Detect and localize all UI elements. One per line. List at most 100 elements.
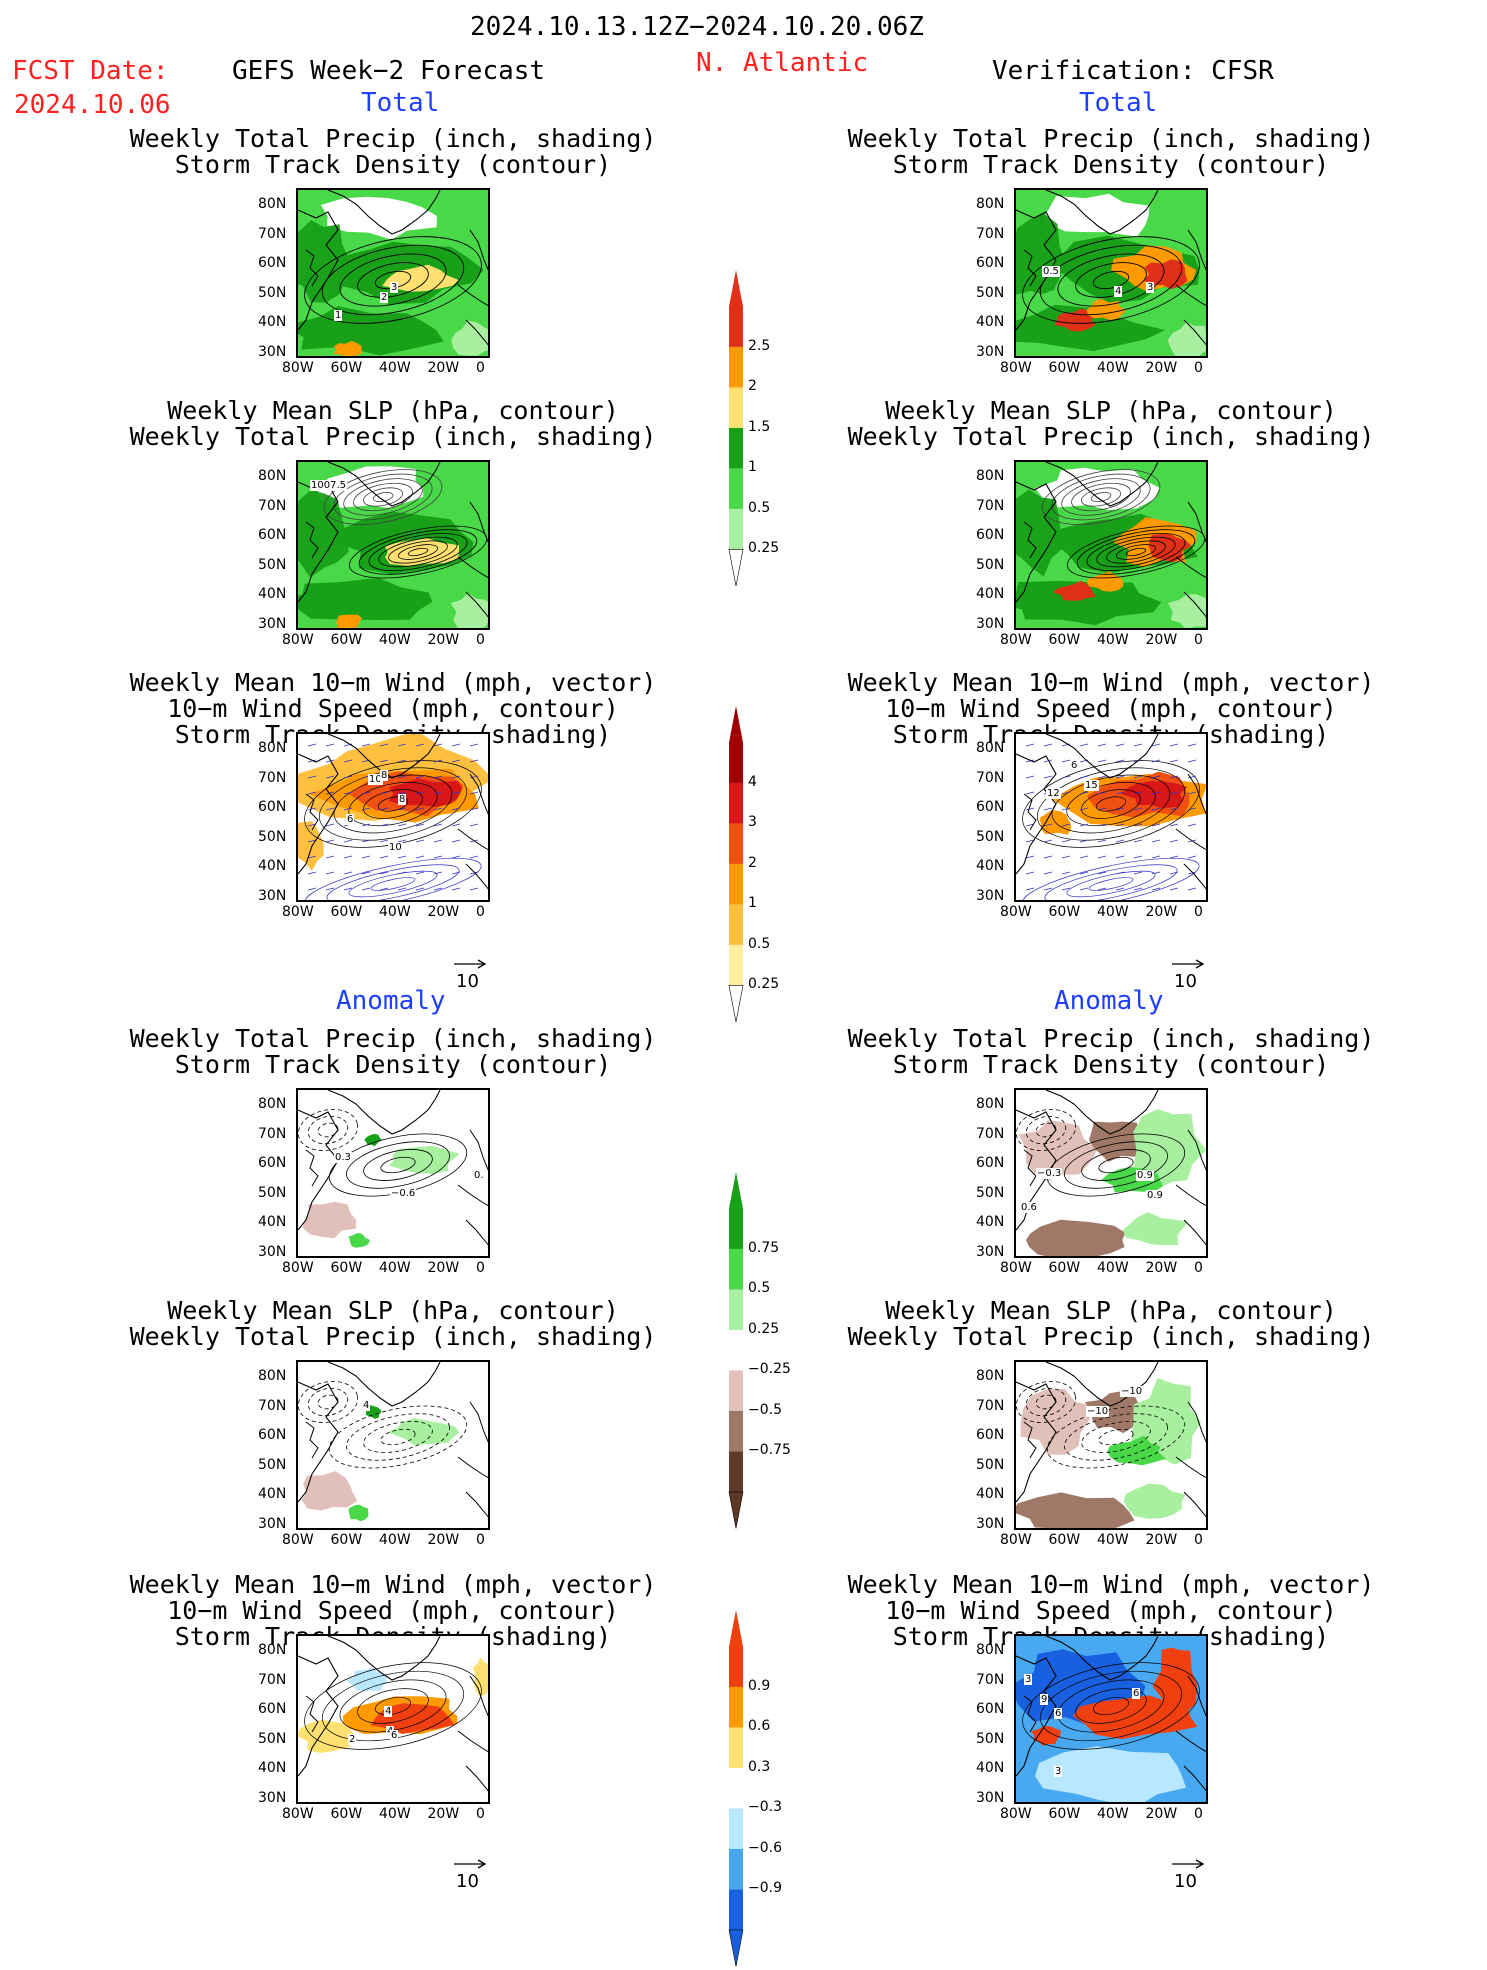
lat-tick-label: 70N <box>976 769 1005 786</box>
lat-tick-label: 70N <box>976 225 1005 242</box>
colorbar-storm-anom-label: 0.6 <box>748 1718 771 1735</box>
lon-tick-label: 40W <box>1097 904 1129 920</box>
fcst-date-label: FCST Date: <box>12 56 169 86</box>
lat-tick-label: 80N <box>258 1096 287 1112</box>
lon-tick-label: 40W <box>379 360 411 376</box>
colorbar-storm-anom-segment <box>729 1767 743 1809</box>
panel-title-ob-slp_anom-1: Weekly Total Precip (inch, shading) <box>847 1322 1375 1351</box>
contour-label: 0. <box>473 1170 485 1181</box>
colorbar-precip-total-segment <box>729 508 743 550</box>
lon-tick-label: 20W <box>1145 1260 1178 1276</box>
panel-title-fc-precip_anom-1: Storm Track Density (contour) <box>174 1050 612 1079</box>
map-panel-ob-slp_anom: −10 −10 <box>1014 1360 1208 1530</box>
vector-ref-fc-anom: 10 <box>452 1859 487 1892</box>
colorbar-precip-anom-label: 0.75 <box>748 1239 780 1256</box>
lat-tick-label: 80N <box>976 468 1005 484</box>
lat-tick-label: 60N <box>976 1701 1005 1717</box>
colorbar-precip-anom-label: −0.25 <box>748 1361 791 1378</box>
total-label-forecast: Total <box>361 88 440 118</box>
colorbar-precip-total-segment <box>729 346 743 388</box>
panel-title-ob-slp_total-1: Weekly Total Precip (inch, shading) <box>847 422 1375 451</box>
lat-tick-label: 40N <box>976 858 1005 874</box>
lat-tick-label: 50N <box>258 556 287 573</box>
lat-tick-label: 40N <box>258 314 287 330</box>
lat-tick-label: 80N <box>258 1368 287 1384</box>
colorbar-precip-total <box>728 270 744 586</box>
panel-title-fc-precip_anom-0: Weekly Total Precip (inch, shading) <box>129 1024 657 1053</box>
lon-tick-label: 20W <box>427 1260 460 1276</box>
lon-tick-label: 40W <box>379 1532 411 1548</box>
panel-title-fc-wind_total-0: Weekly Mean 10−m Wind (mph, vector) <box>129 668 657 697</box>
lat-tick-label: 60N <box>976 527 1005 543</box>
lat-tick-label: 30N <box>258 887 287 904</box>
fcst-date-value: 2024.10.06 <box>14 90 171 120</box>
colorbar-storm-total-label: 3 <box>748 814 757 831</box>
contour-label: 15 <box>1084 780 1099 791</box>
lon-tick-label: 60W <box>1048 632 1081 648</box>
panel-title-ob-precip_anom-0: Weekly Total Precip (inch, shading) <box>847 1024 1375 1053</box>
lon-tick-label: 80W <box>282 1532 314 1548</box>
map-panel-fc-wind_anom: 4462 <box>296 1634 490 1804</box>
lon-tick-label: 60W <box>330 904 363 920</box>
map-panel-fc-wind_total: 10 8 8 6 10 <box>296 732 490 902</box>
lat-tick-label: 80N <box>976 196 1005 212</box>
contour-label: 12 <box>1046 788 1061 799</box>
colorbar-precip-total-segment <box>729 387 743 428</box>
lon-tick-label: 80W <box>282 360 314 376</box>
colorbar-precip-anom-segment <box>729 1248 743 1290</box>
lat-tick-label: 80N <box>976 740 1005 756</box>
lon-tick-label: 60W <box>330 360 363 376</box>
lat-tick-label: 30N <box>258 1243 287 1260</box>
lon-tick-label: 0 <box>1194 1806 1203 1822</box>
lon-tick-label: 0 <box>476 1260 485 1276</box>
lat-tick-label: 40N <box>976 1760 1005 1776</box>
colorbar-storm-anom-segment <box>729 1808 743 1849</box>
contour-label: 4 <box>384 1706 393 1717</box>
lon-tick-label: 0 <box>1194 904 1203 920</box>
vector-ref-ob-anom: 10 <box>1170 1859 1205 1892</box>
lon-tick-label: 80W <box>1000 360 1032 376</box>
lon-tick-label: 80W <box>1000 904 1032 920</box>
contour-label: 3 <box>1054 1766 1063 1777</box>
lon-tick-label: 0 <box>1194 1532 1203 1548</box>
lat-tick-label: 50N <box>976 1730 1005 1747</box>
lon-tick-label: 20W <box>427 632 460 648</box>
contour-label: 9 <box>1040 1694 1049 1705</box>
lat-tick-label: 30N <box>976 343 1005 360</box>
lon-tick-label: 80W <box>1000 1806 1032 1822</box>
contour-label: 0.5 <box>1042 266 1060 277</box>
lon-tick-label: 0 <box>476 360 485 376</box>
contour-label: 2 <box>348 1734 357 1745</box>
colorbar-storm-total-segment <box>729 944 743 986</box>
contour-label: 8 <box>398 794 407 805</box>
vector-ref-fc-total: 10 <box>452 959 487 992</box>
lat-tick-label: 50N <box>258 828 287 845</box>
lat-tick-label: 40N <box>976 1214 1005 1230</box>
colorbar-storm-total-label: 0.25 <box>748 976 780 993</box>
lat-tick-label: 40N <box>976 314 1005 330</box>
contour-label: 6 <box>1070 760 1079 771</box>
panel-title-ob-slp_anom-0: Weekly Mean SLP (hPa, contour) <box>885 1296 1337 1325</box>
lon-tick-label: 0 <box>1194 632 1203 648</box>
lat-tick-label: 80N <box>258 740 287 756</box>
colorbar-storm-total-segment <box>729 904 743 945</box>
region-title: N. Atlantic <box>696 48 869 78</box>
lat-tick-label: 70N <box>258 1125 287 1142</box>
lat-tick-label: 40N <box>258 1486 287 1502</box>
lat-tick-label: 40N <box>258 1760 287 1776</box>
lat-tick-label: 70N <box>976 497 1005 514</box>
panel-title-fc-slp_total-0: Weekly Mean SLP (hPa, contour) <box>167 396 619 425</box>
lat-tick-label: 50N <box>976 556 1005 573</box>
colorbar-precip-anom-segment <box>729 1410 743 1452</box>
colorbar-storm-total-segment <box>729 782 743 824</box>
lon-tick-label: 80W <box>1000 632 1032 648</box>
lat-tick-label: 80N <box>258 468 287 484</box>
contour-label: 4 <box>1114 286 1123 297</box>
colorbar-precip-anom-label: 0.25 <box>748 1320 780 1337</box>
map-panel-ob-precip_anom: −0.3 0.9 0.9 0.6 <box>1014 1088 1208 1258</box>
lon-tick-label: 40W <box>379 1806 411 1822</box>
lon-tick-label: 40W <box>379 904 411 920</box>
colorbar-precip-anom-segment <box>729 1289 743 1330</box>
lon-tick-label: 20W <box>1145 632 1178 648</box>
contour-label: 0.9 <box>1146 1190 1164 1201</box>
